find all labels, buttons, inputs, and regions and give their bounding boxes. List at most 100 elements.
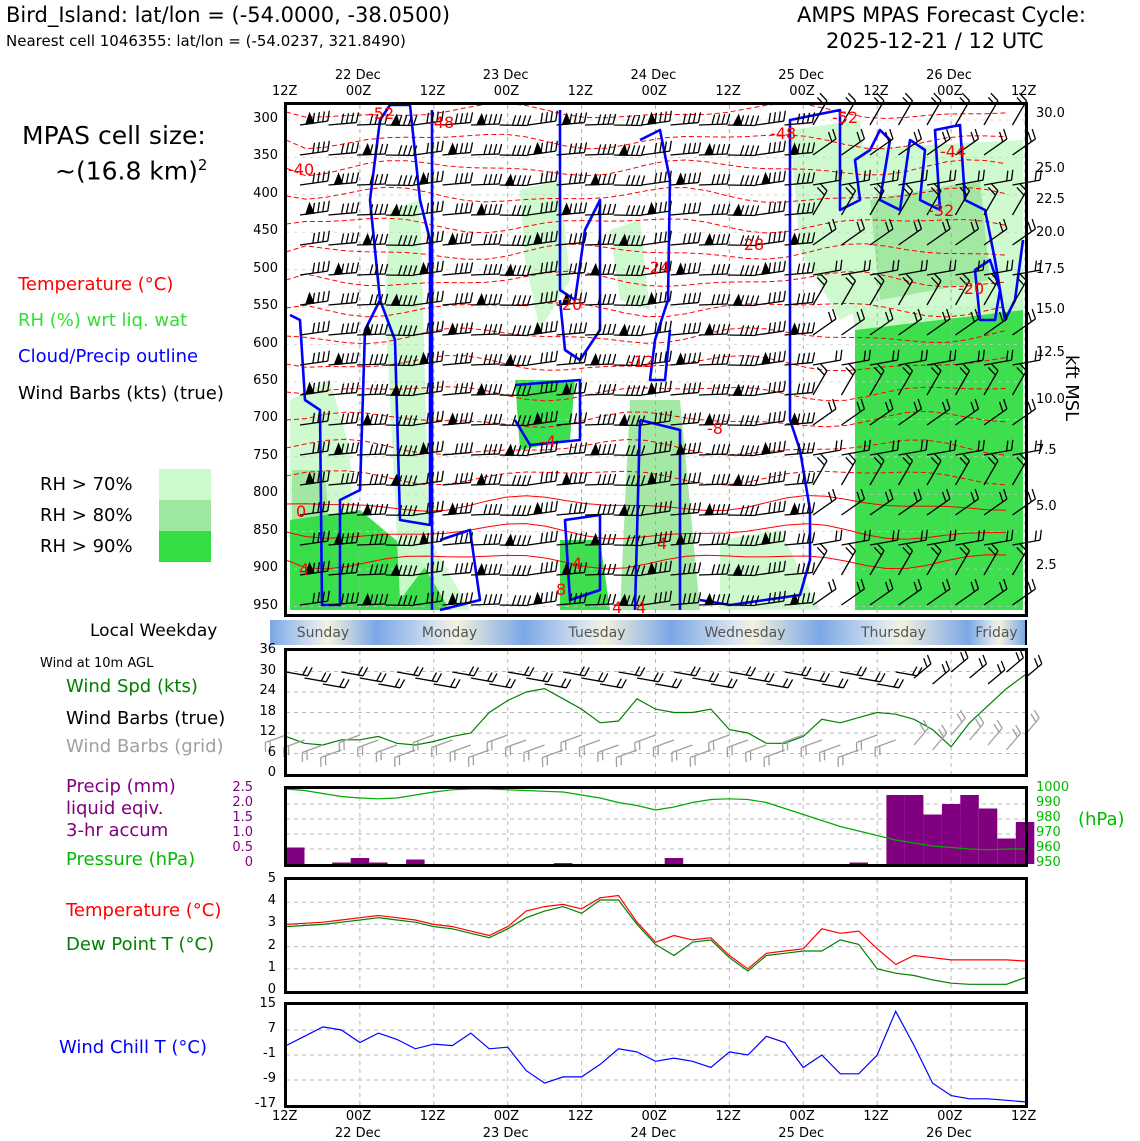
weekday-cell: Friday	[968, 620, 1027, 645]
pressure-tick-label: 650	[253, 373, 278, 388]
legend-windchill: Wind Chill T (°C)	[59, 1037, 207, 1058]
wind-panel-title: Wind at 10m AGL	[40, 656, 153, 671]
legend-precip-1: Precip (mm)	[66, 776, 176, 797]
kft-tick-label: 22.5	[1036, 192, 1065, 207]
temp-ytick: 4	[268, 893, 276, 908]
wind-ytick: 12	[259, 724, 276, 739]
pressure-tick-label: 400	[253, 186, 278, 201]
bottom-date-label: 23 Dec	[483, 1126, 529, 1141]
chill-ytick: -1	[263, 1046, 276, 1061]
precip-ytick: 0.5	[232, 840, 253, 855]
bottom-date-label: 26 Dec	[926, 1126, 972, 1141]
contour-label: 4	[572, 554, 582, 573]
pressure-ytick: 950	[1036, 855, 1061, 870]
precip-ytick: 0	[245, 855, 253, 870]
pressure-tick-label: 750	[253, 448, 278, 463]
kft-tick-label: 5.0	[1036, 499, 1057, 514]
bottom-time-tick: 12Z	[272, 1109, 297, 1124]
contour-label: 8	[556, 580, 566, 599]
legend-pressure: Pressure (hPa)	[66, 849, 195, 870]
legend-temp: Temperature (°C)	[66, 900, 221, 921]
pressure-tick-label: 600	[253, 336, 278, 351]
bottom-time-tick: 00Z	[789, 1109, 814, 1124]
weekday-cell: Thursday	[819, 620, 970, 645]
surface-barb-flag	[1036, 655, 1044, 664]
cross-section-frame	[284, 102, 1028, 617]
weekday-cell: Sunday	[270, 620, 378, 645]
chill-ytick: 7	[268, 1021, 276, 1036]
contour-label: 4	[636, 598, 646, 617]
contour-label: 4	[299, 560, 309, 579]
contour-label: -24	[644, 258, 670, 277]
contour-label: -44	[940, 142, 966, 161]
pressure-ytick: 960	[1036, 840, 1061, 855]
bottom-date-label: 25 Dec	[778, 1126, 824, 1141]
bottom-time-tick: 12Z	[1011, 1109, 1036, 1124]
chill-ytick: 15	[259, 996, 276, 1011]
contour-label: -28	[738, 235, 764, 254]
contour-label: -48	[770, 124, 796, 143]
wind-ytick: 0	[268, 765, 276, 780]
wind-ytick: 6	[268, 745, 276, 760]
chill-ytick: -17	[255, 1096, 276, 1111]
legend-precip-2: liquid eqiv.	[66, 798, 163, 819]
pressure-ytick: 980	[1036, 810, 1061, 825]
precip-ytick: 1.5	[232, 810, 253, 825]
contour-label: 4	[657, 534, 667, 553]
windchill-panel-frame	[284, 1002, 1028, 1108]
contour-label: -20	[556, 295, 582, 314]
contour-label: -40	[288, 160, 314, 179]
bottom-time-tick: 00Z	[642, 1109, 667, 1124]
legend-wind-speed: Wind Spd (kts)	[66, 676, 198, 697]
pressure-tick-label: 950	[253, 598, 278, 613]
bottom-time-tick: 12Z	[715, 1109, 740, 1124]
temp-ytick: 3	[268, 915, 276, 930]
pressure-unit: (hPa)	[1078, 809, 1125, 830]
contour-label: -52	[832, 108, 858, 127]
kft-axis-label: kft MSL	[1061, 355, 1082, 421]
bottom-time-tick: 12Z	[420, 1109, 445, 1124]
weekday-label: Local Weekday	[90, 621, 217, 641]
kft-tick-label: 15.0	[1036, 302, 1065, 317]
bottom-date-label: 22 Dec	[335, 1126, 381, 1141]
wind-ytick: 24	[259, 683, 276, 698]
wind-barb-flag	[1038, 530, 1043, 540]
wind-barb-flag	[1030, 579, 1038, 589]
contour-label: -8	[707, 419, 723, 438]
contour-label: 4	[612, 598, 622, 617]
pressure-tick-label: 500	[253, 261, 278, 276]
bottom-time-tick: 12Z	[863, 1109, 888, 1124]
temp-ytick: 2	[268, 938, 276, 953]
kft-tick-label: 20.0	[1036, 225, 1065, 240]
weekday-cell: Tuesday	[523, 620, 673, 645]
bottom-time-tick: 00Z	[937, 1109, 962, 1124]
legend-dewpoint: Dew Point T (°C)	[66, 934, 214, 955]
precip-panel-frame	[284, 786, 1028, 867]
pressure-tick-label: 550	[253, 298, 278, 313]
wind-barb-flag	[1033, 531, 1038, 541]
contour-label: 0	[296, 502, 306, 521]
pressure-tick-label: 850	[253, 523, 278, 538]
precip-ytick: 2.0	[232, 795, 253, 810]
wind-ytick: 18	[259, 704, 276, 719]
wind-ytick: 36	[259, 642, 276, 657]
pressure-ytick: 1000	[1036, 780, 1069, 795]
legend-precip-3: 3-hr accum	[66, 820, 168, 841]
contour-label: -20	[958, 279, 984, 298]
precip-ytick: 2.5	[232, 780, 253, 795]
temp-ytick: 5	[268, 871, 276, 886]
bottom-time-tick: 00Z	[494, 1109, 519, 1124]
weekday-cell: Wednesday	[671, 620, 821, 645]
bottom-time-tick: 12Z	[568, 1109, 593, 1124]
wind-panel-frame	[284, 648, 1028, 777]
temp-ytick: 1	[268, 960, 276, 975]
kft-tick-label: 30.0	[1036, 106, 1065, 121]
kft-tick-label: 7.5	[1036, 443, 1057, 458]
chill-ytick: -9	[263, 1071, 276, 1086]
contour-label: -48	[428, 113, 454, 132]
wind-ytick: 30	[259, 663, 276, 678]
contour-label: -12	[628, 352, 654, 371]
pressure-tick-label: 350	[253, 148, 278, 163]
pressure-ytick: 990	[1036, 795, 1061, 810]
wind-barb-flag	[1030, 129, 1038, 139]
